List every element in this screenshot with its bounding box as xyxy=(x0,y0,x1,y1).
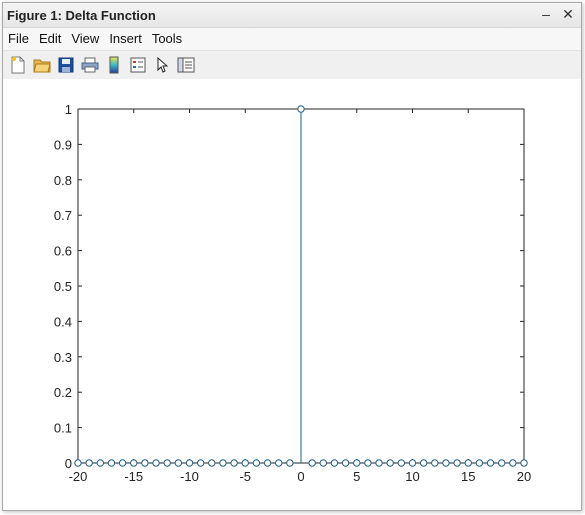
stem-marker xyxy=(453,459,461,467)
stem-marker xyxy=(141,459,149,467)
stem-marker xyxy=(330,459,339,467)
x-tick-label: -10 xyxy=(180,469,199,484)
y-tick-label: 0.7 xyxy=(54,208,72,223)
stem-marker xyxy=(208,459,216,467)
window-title: Figure 1: Delta Function xyxy=(7,7,156,23)
minimize-button[interactable]: – xyxy=(542,6,550,22)
toolbar xyxy=(3,51,581,80)
menu-insert[interactable]: Insert xyxy=(109,31,142,46)
stem-marker xyxy=(74,459,82,467)
stem-marker xyxy=(308,459,316,467)
open-folder-icon[interactable] xyxy=(33,56,51,74)
stem-marker xyxy=(442,459,450,467)
print-icon[interactable] xyxy=(81,56,99,74)
property-editor-icon[interactable] xyxy=(177,56,195,74)
stem-marker xyxy=(118,459,127,467)
stem-marker xyxy=(196,459,205,467)
y-tick-label: 0.5 xyxy=(54,279,72,294)
stem-marker xyxy=(520,459,528,467)
stem-marker xyxy=(275,459,283,467)
stem-marker xyxy=(364,459,372,467)
figure-window: Figure 1: Delta Function – ✕ File Edit V… xyxy=(2,2,582,511)
x-tick-label: 5 xyxy=(353,469,360,484)
stem-marker xyxy=(408,459,417,467)
stem-marker xyxy=(252,459,261,467)
stem-marker xyxy=(297,105,305,113)
stem-marker xyxy=(498,459,506,467)
stem-marker xyxy=(286,459,294,467)
y-tick-label: 0.4 xyxy=(54,314,72,329)
pointer-icon[interactable] xyxy=(153,56,171,74)
y-tick-label: 0.6 xyxy=(54,244,72,259)
stem-marker xyxy=(230,459,238,467)
stem-marker xyxy=(96,459,105,467)
new-file-icon[interactable] xyxy=(9,56,27,74)
stem-marker xyxy=(152,459,160,467)
title-bar: Figure 1: Delta Function – ✕ xyxy=(3,3,581,28)
x-tick-label: -5 xyxy=(239,469,251,484)
stem-marker xyxy=(353,459,361,467)
x-tick-label: 0 xyxy=(297,469,304,484)
stem-marker xyxy=(419,459,428,467)
stem-marker xyxy=(107,459,116,467)
menu-file[interactable]: File xyxy=(8,31,29,46)
stem-marker xyxy=(319,459,327,467)
x-tick-label: 20 xyxy=(517,469,531,484)
y-tick-label: 1 xyxy=(65,102,72,117)
stem-marker xyxy=(85,459,93,467)
x-tick-label: 10 xyxy=(405,469,419,484)
close-button[interactable]: ✕ xyxy=(562,6,574,22)
colorbar-icon[interactable] xyxy=(105,56,123,74)
stem-marker xyxy=(341,459,350,467)
y-tick-label: 0.1 xyxy=(54,421,72,436)
plot-area: -20 -15 -10 -5 0 5 10 15 20 0 0.1 0.2 0.3 0.4 0.5 0.6 0.… xyxy=(3,79,581,510)
stem-marker xyxy=(375,459,383,467)
y-tick-label: 0.8 xyxy=(54,173,72,188)
menu-bar: File Edit View Insert Tools xyxy=(3,28,581,51)
stem-marker xyxy=(163,459,171,467)
menu-view[interactable]: View xyxy=(71,31,100,46)
stem-marker xyxy=(174,459,183,467)
legend-icon[interactable] xyxy=(129,56,147,74)
stem-marker xyxy=(386,459,394,467)
x-tick-label: -15 xyxy=(124,469,143,484)
stem-marker xyxy=(509,459,517,467)
stem-marker xyxy=(431,459,439,467)
stem-marker xyxy=(397,459,406,467)
stem-marker xyxy=(241,459,249,467)
stem-chart: -20 -15 -10 -5 0 5 10 15 20 0 0.1 0.2 0.3 0.4 0.5 0.6 0.… xyxy=(54,102,531,484)
stem-marker xyxy=(219,459,227,467)
x-tick-label: 15 xyxy=(461,469,475,484)
stem-marker xyxy=(486,459,495,467)
y-tick-label: 0.3 xyxy=(54,350,72,365)
save-icon[interactable] xyxy=(57,56,75,74)
stem-marker xyxy=(475,459,484,467)
y-tick-label: 0.9 xyxy=(54,137,72,152)
y-tick-label: 0.2 xyxy=(54,385,72,400)
menu-edit[interactable]: Edit xyxy=(38,31,62,46)
y-tick-label: 0 xyxy=(65,456,72,471)
stem-marker xyxy=(263,459,272,467)
stem-marker xyxy=(185,459,194,467)
stem-marker xyxy=(464,459,472,467)
x-tick-label: -20 xyxy=(69,469,88,484)
stem-marker xyxy=(130,459,138,467)
menu-tools[interactable]: Tools xyxy=(151,31,183,46)
